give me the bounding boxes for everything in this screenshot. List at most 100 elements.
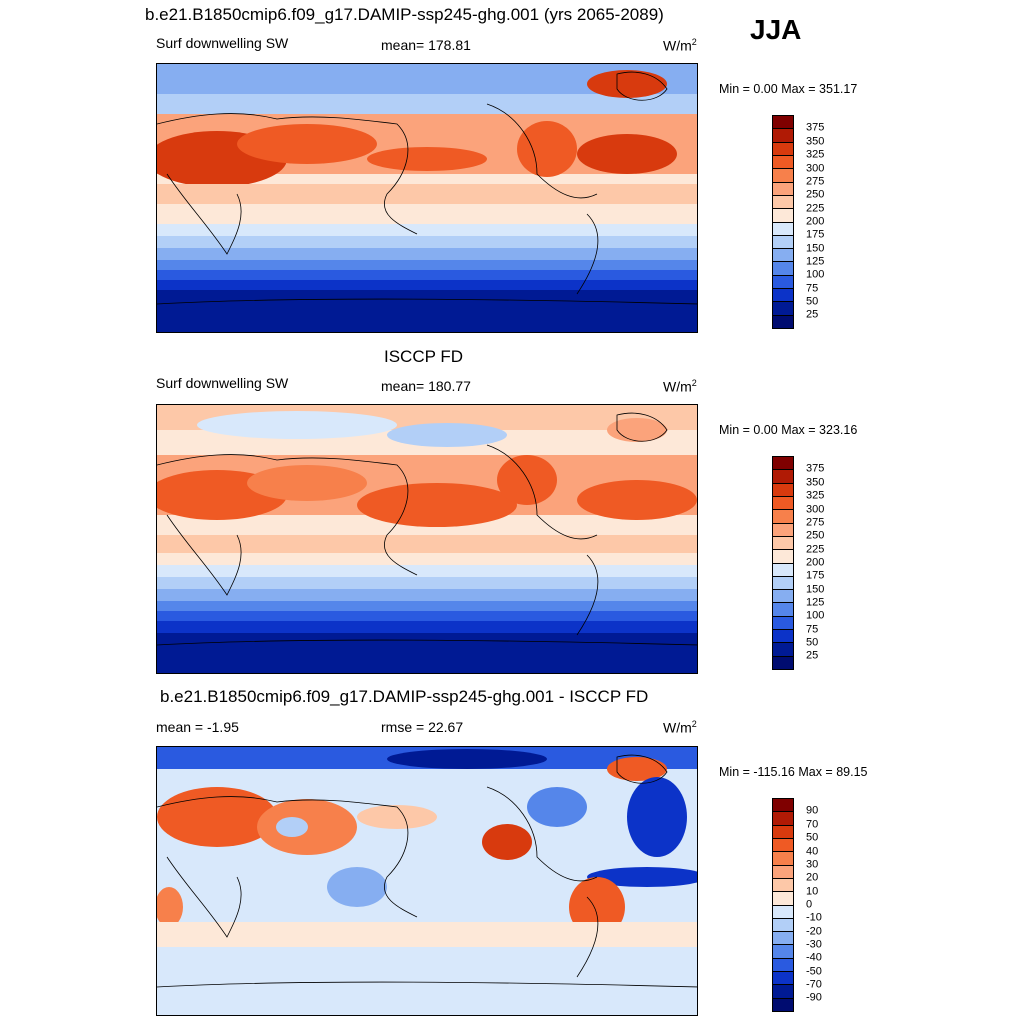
colorbar-tick: 30 <box>806 858 819 871</box>
colorbar-segment <box>773 248 793 262</box>
colorbar-segment <box>773 141 793 155</box>
colorbar-tick: 0 <box>806 898 813 911</box>
colorbar-tick: 150 <box>806 583 825 596</box>
colorbar-segment <box>773 655 793 669</box>
panel-3-rmse-label: rmse = 22.67 <box>381 719 464 735</box>
colorbar-tick: -10 <box>806 911 822 924</box>
colorbar-tick: 10 <box>806 885 819 898</box>
colorbar-segment <box>773 314 793 328</box>
colorbar-segment <box>773 522 793 536</box>
colorbar-segment <box>773 575 793 590</box>
colorbar-tick: 125 <box>806 596 825 609</box>
panel-3-units: W/m2 <box>663 719 697 736</box>
colorbar-segment <box>773 944 793 958</box>
colorbar-segment <box>773 181 793 195</box>
panel-3-title: b.e21.B1850cmip6.f09_g17.DAMIP-ssp245-gh… <box>160 687 649 706</box>
colorbar-segment <box>773 562 793 576</box>
panel-3-colorbar <box>772 798 794 1012</box>
colorbar-tick: -70 <box>806 978 822 991</box>
colorbar-segment <box>773 642 793 656</box>
colorbar-tick: 375 <box>806 121 825 134</box>
colorbar-segment <box>773 221 793 235</box>
colorbar-segment <box>773 288 793 302</box>
colorbar-tick: 200 <box>806 556 825 569</box>
panel-3-map <box>156 746 698 1016</box>
colorbar-tick: 100 <box>806 609 825 622</box>
panel-1-minmax: Min = 0.00 Max = 351.17 <box>719 82 858 96</box>
season-label: JJA <box>750 14 802 45</box>
colorbar-tick: 225 <box>806 543 825 556</box>
colorbar-tick: 325 <box>806 489 825 502</box>
colorbar-tick: 375 <box>806 462 825 475</box>
colorbar-segment <box>773 615 793 630</box>
colorbar-tick: -90 <box>806 991 822 1004</box>
panel-2-units: W/m2 <box>663 378 697 395</box>
panel-1-map <box>156 63 698 333</box>
colorbar-segment <box>773 799 793 812</box>
panel-2-colorbar <box>772 456 794 670</box>
panel-3-minmax: Min = -115.16 Max = 89.15 <box>719 765 868 779</box>
colorbar-tick: 50 <box>806 636 819 649</box>
colorbar-tick: 200 <box>806 215 825 228</box>
colorbar-segment <box>773 128 793 142</box>
colorbar-tick: 175 <box>806 569 825 582</box>
colorbar-tick: 175 <box>806 228 825 241</box>
colorbar-tick: 125 <box>806 255 825 268</box>
panel-1-units: W/m2 <box>663 37 697 54</box>
colorbar-tick: -50 <box>806 965 822 978</box>
panel-1-mean-label: mean= 178.81 <box>381 37 471 53</box>
colorbar-tick: 300 <box>806 162 825 175</box>
panel-2-map <box>156 404 698 674</box>
panel-1-title: b.e21.B1850cmip6.f09_g17.DAMIP-ssp245-gh… <box>145 5 664 24</box>
colorbar-segment <box>773 877 793 892</box>
panel-1-colorbar <box>772 115 794 329</box>
colorbar-segment <box>773 984 793 998</box>
colorbar-tick: 275 <box>806 516 825 529</box>
colorbar-segment <box>773 891 793 905</box>
colorbar-tick: -20 <box>806 925 822 938</box>
colorbar-segment <box>773 549 793 563</box>
colorbar-segment <box>773 535 793 550</box>
panel-2-minmax: Min = 0.00 Max = 323.16 <box>719 423 858 437</box>
colorbar-segment <box>773 824 793 838</box>
colorbar-tick: 275 <box>806 175 825 188</box>
colorbar-segment <box>773 208 793 222</box>
colorbar-tick: 75 <box>806 623 819 636</box>
colorbar-segment <box>773 997 793 1011</box>
colorbar-segment <box>773 509 793 523</box>
panel-2-variable-label: Surf downwelling SW <box>156 375 289 391</box>
colorbar-segment <box>773 194 793 209</box>
colorbar-tick: 75 <box>806 282 819 295</box>
colorbar-tick: 100 <box>806 268 825 281</box>
colorbar-segment <box>773 957 793 972</box>
colorbar-tick: 350 <box>806 135 825 148</box>
colorbar-tick: 50 <box>806 831 819 844</box>
colorbar-segment <box>773 851 793 865</box>
colorbar-tick: 20 <box>806 871 819 884</box>
colorbar-tick: 70 <box>806 818 819 831</box>
panel-2-title: ISCCP FD <box>384 347 464 366</box>
colorbar-segment <box>773 495 793 510</box>
colorbar-segment <box>773 116 793 129</box>
colorbar-segment <box>773 602 793 616</box>
colorbar-segment <box>773 234 793 249</box>
colorbar-tick: 25 <box>806 308 819 321</box>
colorbar-tick: 300 <box>806 503 825 516</box>
panel-3-mean-label: mean = -1.95 <box>156 719 239 735</box>
colorbar-tick: 150 <box>806 242 825 255</box>
colorbar-segment <box>773 301 793 315</box>
colorbar-segment <box>773 168 793 182</box>
colorbar-tick: 40 <box>806 845 819 858</box>
colorbar-tick: 325 <box>806 148 825 161</box>
colorbar-segment <box>773 482 793 496</box>
colorbar-segment <box>773 261 793 275</box>
colorbar-tick: 250 <box>806 188 825 201</box>
colorbar-tick: -40 <box>806 951 822 964</box>
colorbar-tick: -30 <box>806 938 822 951</box>
panel-2-mean-label: mean= 180.77 <box>381 378 471 394</box>
colorbar-segment <box>773 904 793 918</box>
colorbar-segment <box>773 457 793 470</box>
colorbar-tick: 250 <box>806 529 825 542</box>
colorbar-segment <box>773 154 793 169</box>
colorbar-tick: 225 <box>806 202 825 215</box>
